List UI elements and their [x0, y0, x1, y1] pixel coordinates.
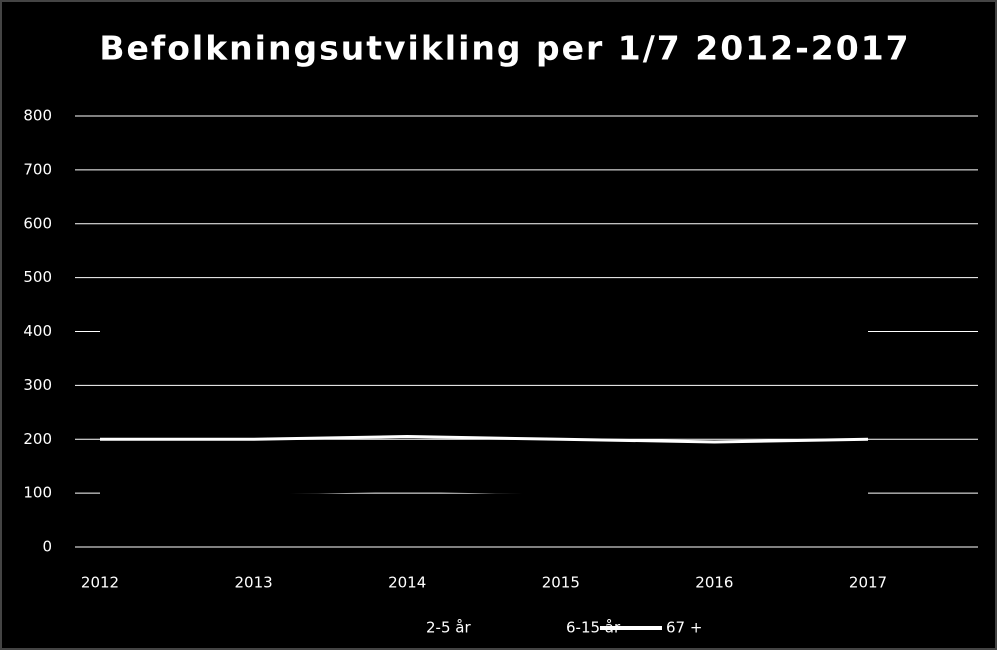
y-tick-label: 0: [42, 538, 52, 556]
y-tick-label: 800: [23, 107, 52, 125]
x-tick-label: 2012: [81, 574, 119, 592]
y-tick-label: 600: [23, 214, 52, 232]
legend-label: 67 +: [666, 619, 702, 637]
y-tick-label: 100: [23, 484, 52, 502]
series-line: [100, 435, 869, 444]
x-tick-label: 2013: [235, 574, 273, 592]
x-tick-label: 2015: [542, 574, 580, 592]
y-tick-label: 200: [23, 430, 52, 448]
y-tick-label: 300: [23, 376, 52, 394]
y-tick-label: 400: [23, 322, 52, 340]
x-tick-label: 2014: [388, 574, 426, 592]
y-tick-label: 500: [23, 268, 52, 286]
x-tick-label: 2016: [695, 574, 733, 592]
legend-label: 2-5 år: [426, 619, 471, 637]
y-tick-label: 700: [23, 160, 52, 178]
legend-label: 6-15 år: [566, 619, 621, 637]
x-tick-label: 2017: [849, 574, 887, 592]
chart-title: Befolkningsutvikling per 1/7 2012-2017: [99, 29, 910, 68]
series-line: [100, 488, 868, 495]
